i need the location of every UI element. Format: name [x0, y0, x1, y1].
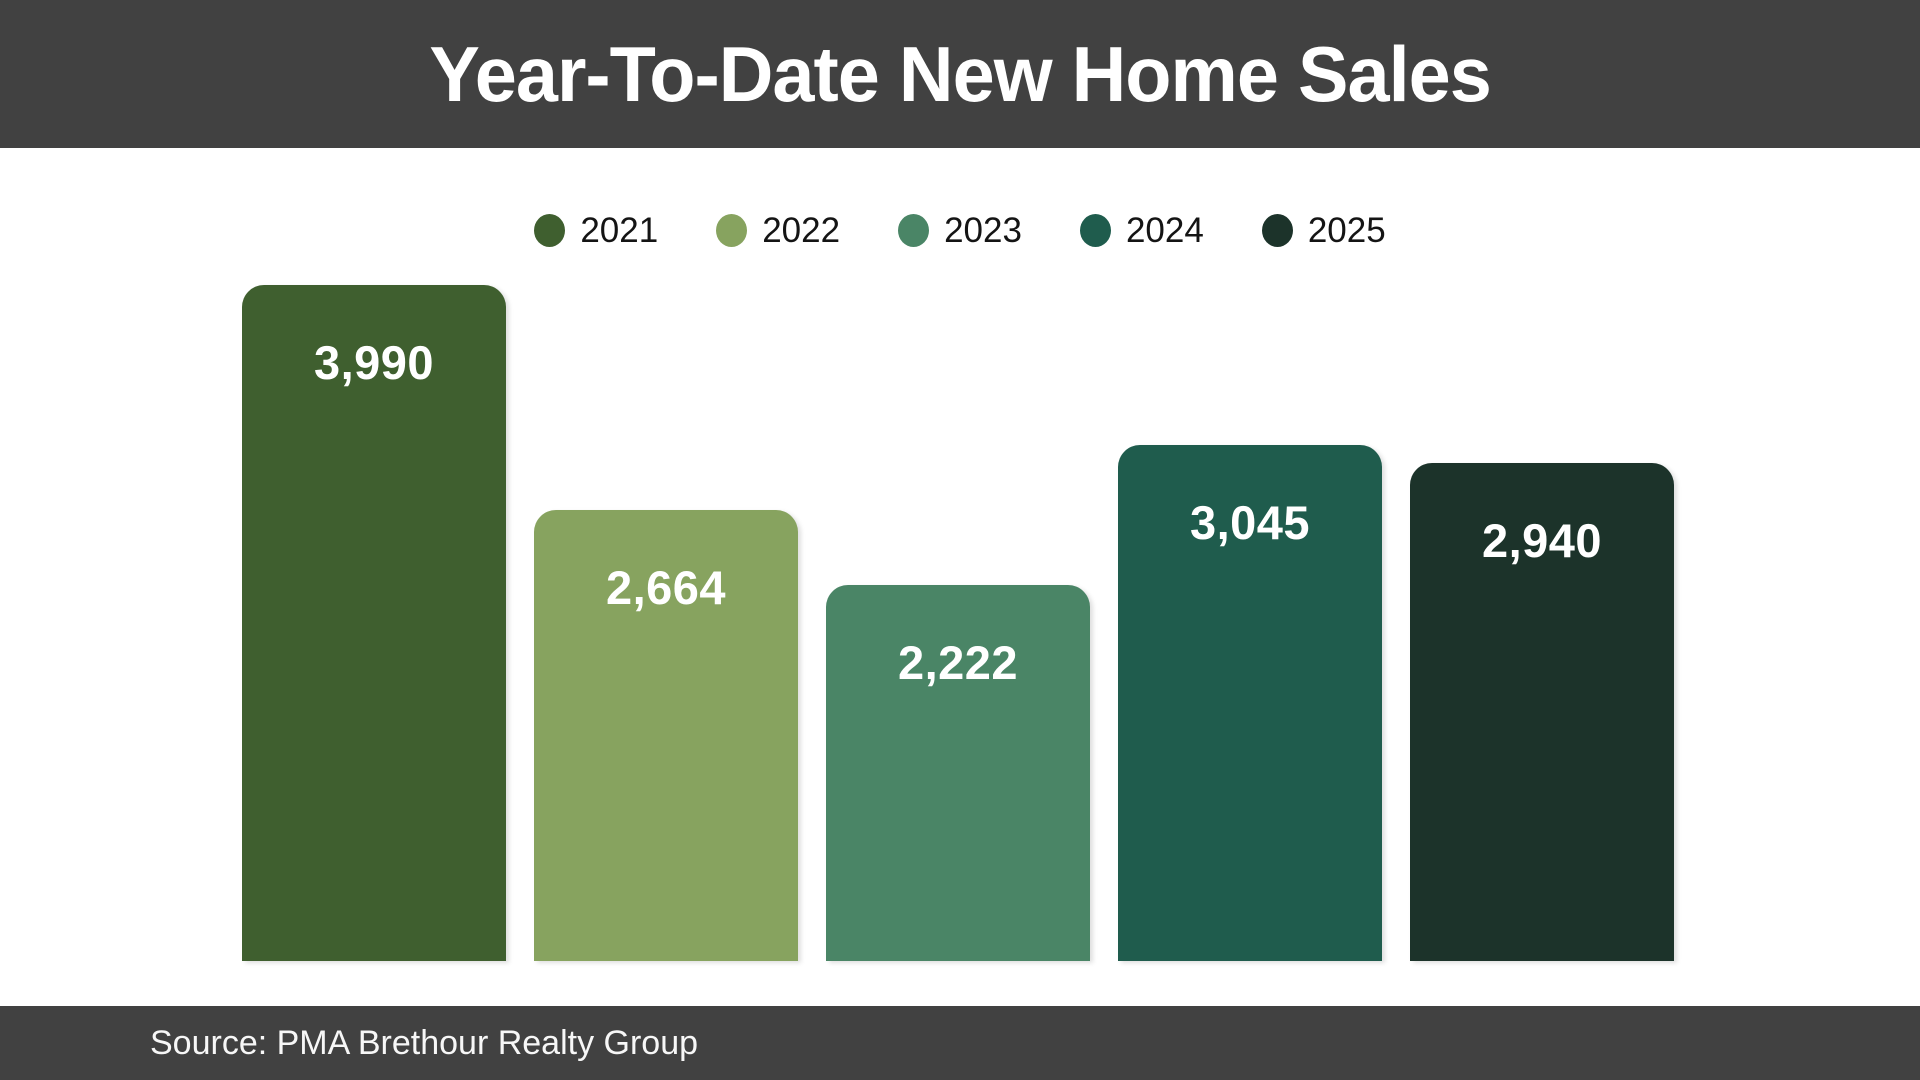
chart-title: Year-To-Date New Home Sales: [429, 29, 1491, 118]
header-band: Year-To-Date New Home Sales: [0, 0, 1920, 148]
legend-item-2023: 2023: [898, 213, 1022, 248]
bar-value-2024: 3,045: [1189, 496, 1311, 549]
bar-2023: 2,222: [826, 585, 1090, 961]
bar-value-2021: 3,990: [313, 336, 435, 389]
legend-item-2024: 2024: [1079, 210, 1204, 250]
legend-item-2022: 2022: [716, 213, 840, 248]
legend: 2021 2022 2023 2024 2025: [0, 205, 1920, 255]
legend-swatch-2021: [534, 213, 566, 247]
bar-2024: 3,045: [1118, 445, 1382, 961]
legend-swatch-2025: [1261, 213, 1293, 247]
legend-swatch-2022: [716, 213, 748, 247]
legend-label-2023: 2023: [944, 210, 1022, 250]
bar-2021: 3,990: [242, 285, 506, 961]
bar-2025: 2,940: [1410, 463, 1674, 961]
legend-swatch-2023: [898, 213, 930, 247]
legend-item-2025: 2025: [1261, 210, 1386, 250]
footer-band: Source: PMA Brethour Realty Group: [0, 1006, 1920, 1080]
legend-label-2025: 2025: [1307, 210, 1386, 250]
legend-label-2024: 2024: [1125, 210, 1204, 250]
legend-label-2022: 2022: [762, 210, 841, 250]
legend-swatch-2024: [1079, 213, 1111, 247]
source-text: Source: PMA Brethour Realty Group: [150, 1023, 699, 1062]
legend-item-2021: 2021: [534, 213, 658, 248]
bar-value-2022: 2,664: [605, 561, 727, 614]
bar-chart: 3,990 2,664 2,222 3,045 2,940: [242, 285, 1674, 961]
bar-value-2023: 2,222: [897, 636, 1019, 689]
bar-2022: 2,664: [534, 510, 798, 961]
legend-label-2021: 2021: [580, 210, 659, 250]
bar-value-2025: 2,940: [1481, 514, 1603, 567]
